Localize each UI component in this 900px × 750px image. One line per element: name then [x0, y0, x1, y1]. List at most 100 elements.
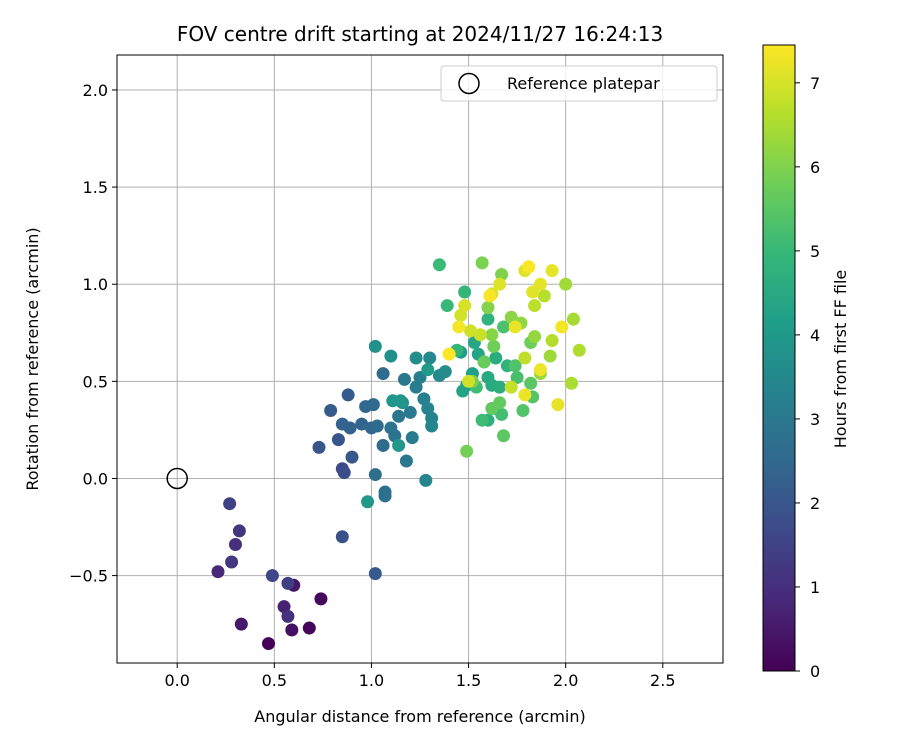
- data-point: [524, 376, 538, 390]
- y-tick-label: 2.0: [83, 81, 108, 100]
- reference-layer: [166, 467, 188, 490]
- data-point: [345, 450, 359, 464]
- data-point: [324, 403, 338, 417]
- data-point: [302, 621, 316, 635]
- x-axis-label: Angular distance from reference (arcmin): [254, 707, 585, 726]
- data-point: [285, 623, 299, 637]
- data-point: [551, 398, 565, 412]
- x-tick-label: 1.5: [456, 671, 481, 690]
- data-point: [452, 320, 466, 334]
- data-point: [487, 339, 501, 353]
- x-axis-ticks: 0.0 0.5 1.0 1.5 2.0 2.5: [164, 663, 676, 690]
- data-point: [508, 359, 522, 373]
- data-point: [337, 466, 351, 480]
- data-point: [559, 277, 573, 291]
- data-point: [464, 324, 477, 338]
- data-point: [543, 349, 557, 363]
- data-point: [392, 409, 406, 423]
- x-tick-label: 0.5: [262, 671, 287, 690]
- data-point: [366, 398, 380, 412]
- data-point: [376, 438, 390, 452]
- data-point: [399, 454, 413, 468]
- y-axis-label: Rotation from reference (arcmin): [23, 227, 42, 490]
- y-tick-label: 0.0: [83, 469, 108, 488]
- colorbar-tick-label: 7: [810, 74, 820, 93]
- legend-label-reference: Reference platepar: [507, 74, 660, 93]
- data-point: [397, 372, 411, 386]
- data-point: [228, 538, 242, 552]
- data-point: [335, 530, 349, 544]
- data-point: [440, 299, 454, 313]
- data-point: [392, 438, 406, 452]
- data-point: [312, 440, 326, 454]
- data-point: [475, 413, 489, 427]
- data-point: [493, 396, 507, 410]
- x-tick-label: 0.0: [164, 671, 189, 690]
- data-point: [555, 320, 569, 334]
- colorbar-ticks: 0 1 2 3 4 5 6 7: [795, 74, 820, 681]
- data-point: [537, 289, 551, 303]
- y-tick-label: 1.0: [83, 275, 108, 294]
- data-point: [533, 277, 547, 291]
- data-point: [493, 380, 507, 394]
- data-point: [456, 384, 470, 398]
- data-point: [493, 277, 507, 291]
- data-point: [508, 320, 522, 334]
- data-point: [458, 299, 472, 313]
- data-point: [421, 363, 435, 377]
- data-point: [376, 367, 390, 381]
- data-point: [368, 468, 382, 482]
- data-point: [341, 388, 355, 402]
- data-point: [510, 370, 524, 384]
- data-point: [504, 380, 518, 394]
- data-point: [528, 330, 542, 344]
- data-point: [438, 365, 452, 379]
- reference-platepar-marker: [166, 467, 188, 490]
- data-point: [384, 349, 398, 363]
- colorbar-tick-label: 0: [810, 662, 820, 681]
- legend-marker-reference: [458, 72, 480, 95]
- data-point: [528, 299, 542, 313]
- data-point: [432, 258, 446, 272]
- data-point: [518, 351, 532, 365]
- data-point: [481, 301, 495, 315]
- data-point: [378, 489, 392, 503]
- data-point: [483, 289, 497, 303]
- data-point: [314, 592, 328, 606]
- x-tick-label: 2.5: [650, 671, 675, 690]
- data-point: [533, 363, 547, 377]
- data-point: [477, 355, 491, 369]
- data-point: [572, 343, 586, 357]
- data-point: [281, 609, 295, 623]
- data-point: [403, 405, 417, 419]
- colorbar-tick-label: 5: [810, 242, 820, 261]
- data-point: [265, 569, 279, 583]
- data-point: [234, 617, 248, 631]
- x-tick-label: 2.0: [553, 671, 578, 690]
- data-point: [368, 567, 382, 581]
- legend-box: [440, 65, 718, 102]
- data-point: [361, 495, 375, 509]
- x-tick-label: 1.0: [359, 671, 384, 690]
- data-point: [460, 444, 474, 458]
- colorbar-tick-label: 1: [810, 578, 820, 597]
- data-points: [211, 256, 586, 651]
- data-point: [522, 260, 536, 274]
- colorbar-tick-label: 2: [810, 494, 820, 513]
- data-point: [232, 524, 246, 538]
- legend: Reference platepar: [440, 65, 718, 102]
- data-point: [458, 285, 472, 299]
- data-point: [462, 374, 476, 388]
- colorbar: [762, 44, 796, 672]
- y-tick-label: 0.5: [83, 372, 108, 391]
- data-point: [223, 497, 237, 511]
- data-point: [262, 637, 275, 651]
- data-point: [425, 419, 439, 433]
- y-tick-label: −0.5: [69, 567, 108, 586]
- data-point: [423, 351, 437, 365]
- colorbar-tick-label: 4: [810, 326, 820, 345]
- data-point: [370, 419, 384, 433]
- data-point: [566, 312, 580, 326]
- data-point: [485, 328, 499, 342]
